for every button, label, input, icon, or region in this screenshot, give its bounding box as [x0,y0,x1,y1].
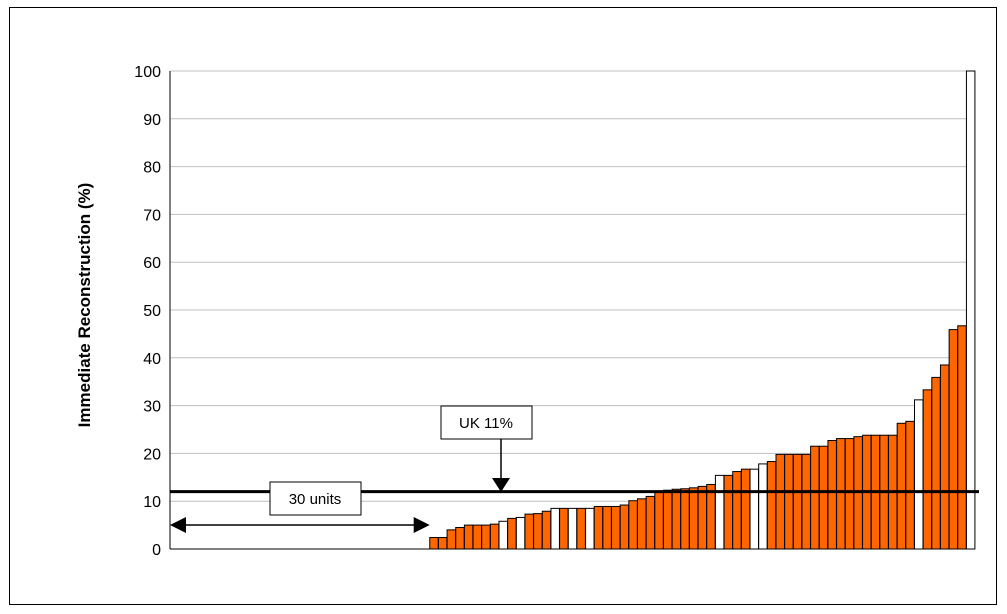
bar [645,495,656,550]
bar [437,537,448,550]
bar [472,524,483,550]
reference-label-box [440,405,533,440]
y-tick-label: 40 [143,351,161,368]
bar [844,438,855,550]
y-tick-label: 20 [143,446,161,463]
bar [446,529,457,550]
bar [939,364,950,550]
y-tick-label: 30 [143,399,161,416]
y-tick-label: 10 [143,494,161,511]
bar [680,488,690,550]
bar [766,461,777,550]
y-tick-label: 60 [143,255,161,272]
bar [706,483,716,550]
bar [498,520,508,550]
bar [524,513,534,550]
y-tick-label: 50 [143,303,161,320]
bar [732,471,742,550]
bar [827,439,837,550]
chart-frame: 0 10 20 30 40 50 60 70 80 90 100 UK 11% 30 units Im… [9,7,997,605]
bar [654,491,664,550]
bar [714,474,725,550]
y-tick-label: 0 [152,542,161,559]
annotations: UK 11% 30 units [170,405,979,533]
bar [662,489,673,550]
bar [740,468,751,550]
bar [507,517,517,550]
bar [931,376,941,550]
bar [758,463,768,550]
bar [619,504,630,550]
bar [688,487,699,550]
reference-arrow-head [492,478,510,492]
bar [429,537,439,550]
bar [637,498,647,550]
bar [723,474,734,550]
span-arrow-head-left [170,517,186,533]
y-tick-label: 80 [143,160,161,177]
bar [576,507,586,550]
bar [489,523,500,550]
bar [896,422,907,550]
y-tick-labels: 0 10 20 30 40 50 60 70 80 90 100 [134,64,161,559]
bar [792,453,803,550]
bar [922,389,933,550]
bar [914,399,924,550]
bar [455,526,465,550]
gridlines [169,70,975,550]
y-tick-label: 90 [143,112,161,129]
bar [550,507,560,550]
bar [948,329,959,550]
bar [611,505,621,550]
bar [818,445,829,550]
bar [784,453,794,550]
bar [836,438,846,550]
y-tick-label: 70 [143,207,161,224]
span-label: 30 units [289,491,342,508]
bar-chart: 0 10 20 30 40 50 60 70 80 90 100 UK 11% 30 units Im… [75,64,979,559]
bar [628,500,638,550]
bar [481,524,491,550]
bar [697,485,708,550]
y-tick-label: 100 [134,64,161,81]
bar [602,505,612,550]
bar [775,453,785,550]
bar [567,507,578,550]
bar [559,507,569,550]
bar [749,468,760,550]
bar [810,445,820,550]
bar [801,453,811,550]
bar [541,510,552,550]
reference-label: UK 11% [459,415,513,432]
span-label-box [269,481,362,516]
y-axis-title: Immediate Reconstruction (%) [75,183,94,428]
bar [671,488,682,550]
bar [905,420,915,550]
bar [965,70,976,550]
bar [585,507,595,550]
bar [515,516,526,550]
bar [593,505,604,550]
bar [533,513,543,550]
span-arrow-head-right [413,517,430,533]
bar [463,524,474,550]
bar [957,325,967,550]
